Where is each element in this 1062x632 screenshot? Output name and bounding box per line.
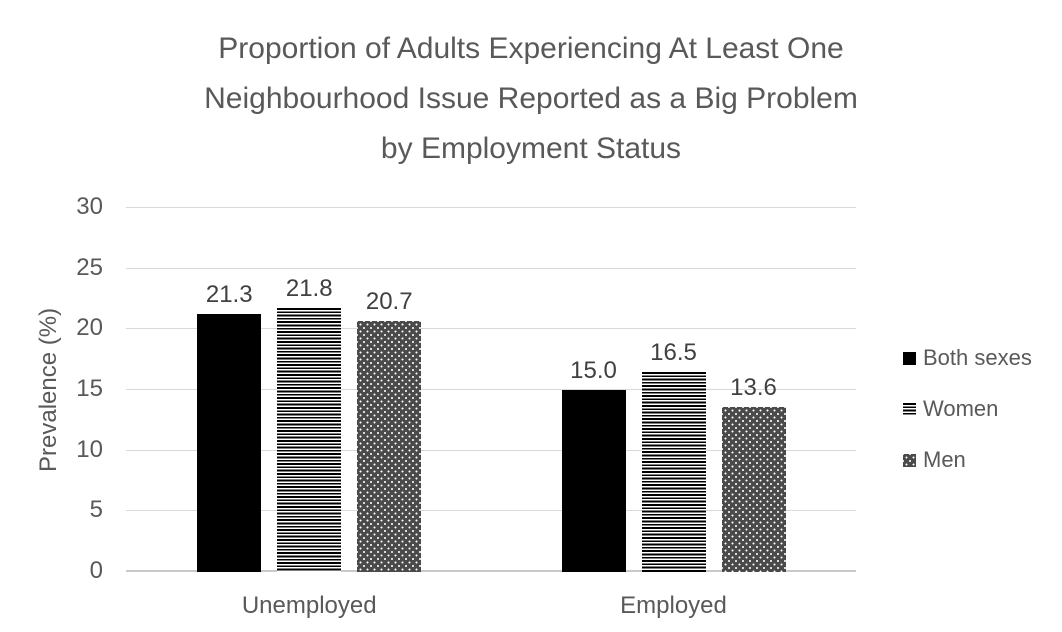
y-axis-tick-label: 5 [89, 496, 103, 524]
gridline [126, 510, 856, 512]
legend-label: Both sexes [923, 345, 1032, 370]
legend-item: Both sexes [903, 347, 1032, 369]
y-axis-tick-label: 30 [76, 193, 103, 220]
gridline [126, 267, 856, 269]
chart-title-line-2: Neighbourhood Issue Reported as a Big Pr… [204, 82, 858, 115]
gridline [126, 389, 856, 390]
legend-label: Men [923, 447, 966, 472]
chart-title-line-3: by Employment Status [380, 132, 682, 165]
bar-value-label: 21.8 [285, 274, 333, 302]
legend: Both sexes Women Men [903, 347, 1032, 471]
bar-value-label: 20.7 [365, 287, 413, 315]
x-axis-category-label: Unemployed [241, 592, 377, 619]
legend-item: Men [903, 449, 1032, 471]
bar-group: 15.0 16.5 13.6 [561, 339, 786, 572]
x-axis-line [126, 570, 856, 572]
y-axis-tick-label: 25 [76, 253, 103, 281]
legend-swatch-both-sexes [903, 351, 916, 365]
chart-title: Proportion of Adults Experiencing At Lea… [0, 24, 1062, 174]
chart-title-line-1: Proportion of Adults Experiencing At Lea… [218, 32, 844, 65]
bar-men: 20.7 [357, 288, 422, 572]
y-axis-tick-label: 0 [89, 557, 103, 584]
bar-value-label: 15.0 [570, 357, 617, 384]
y-axis-tick-label: 15 [76, 375, 103, 402]
bar-value-label: 16.5 [650, 338, 697, 366]
plot-area: 21.3 21.8 20.7 15.0 16.5 13.6 [126, 207, 856, 572]
legend-label: Women [923, 396, 999, 421]
y-axis-tick-label: 10 [76, 435, 103, 463]
bar-value-label: 13.6 [730, 374, 777, 401]
bar-women: 16.5 [641, 339, 706, 572]
gridline [126, 207, 856, 208]
bar-women: 21.8 [277, 275, 342, 572]
legend-swatch-women [903, 402, 916, 416]
y-axis-tick-label: 20 [76, 314, 103, 342]
bar-value-label: 21.3 [205, 280, 253, 308]
gridline [126, 328, 856, 330]
x-axis-category-label: Employed [620, 592, 727, 619]
bar-both-sexes: 21.3 [197, 281, 262, 572]
gridline [126, 449, 856, 451]
legend-item: Women [903, 398, 1032, 420]
bar-both-sexes: 15.0 [561, 357, 626, 572]
legend-swatch-men [903, 453, 916, 467]
bar-group: 21.3 21.8 20.7 [197, 275, 422, 572]
bar-men: 13.6 [721, 374, 786, 572]
